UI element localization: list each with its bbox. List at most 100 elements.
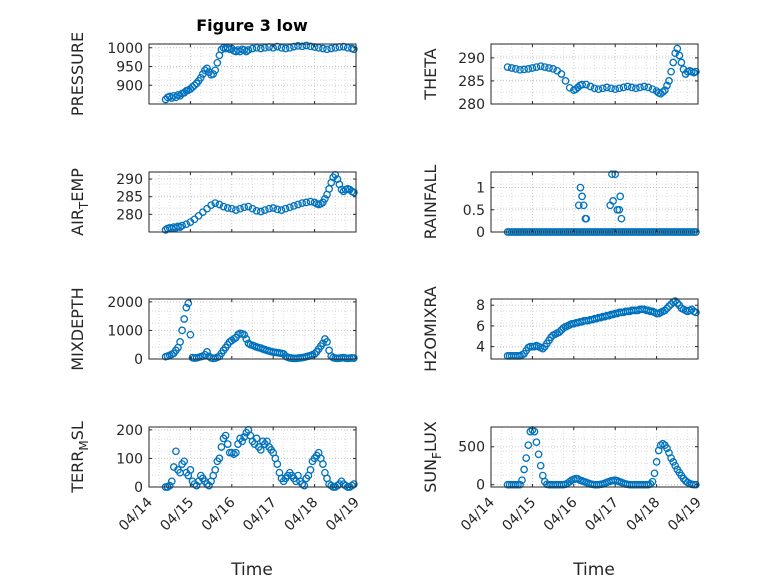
axes-box bbox=[148, 171, 357, 233]
data-point bbox=[242, 335, 251, 343]
ytick-label: 200 bbox=[116, 423, 143, 439]
data-point bbox=[658, 88, 667, 96]
data-point bbox=[230, 450, 238, 458]
data-point bbox=[611, 170, 620, 179]
data-point bbox=[503, 63, 512, 71]
data-point bbox=[636, 83, 644, 92]
data-point bbox=[223, 204, 232, 212]
ytick-label: 950 bbox=[116, 60, 143, 76]
ylabel: PRESSURE bbox=[68, 32, 87, 116]
data-point bbox=[285, 43, 294, 52]
data-point bbox=[323, 338, 331, 346]
data-point bbox=[180, 457, 189, 466]
data-point bbox=[319, 339, 327, 348]
data-point bbox=[300, 481, 309, 490]
data-point bbox=[201, 66, 209, 75]
ytick-label: 280 bbox=[458, 97, 485, 113]
ytick-label: 900 bbox=[116, 78, 143, 94]
ylabel: MIXDEPTH bbox=[68, 287, 87, 370]
data-point bbox=[205, 481, 213, 490]
data-point bbox=[619, 83, 628, 92]
data-point bbox=[172, 93, 180, 102]
ylabel-main: AIR bbox=[68, 209, 87, 236]
data-point bbox=[306, 42, 315, 51]
data-point bbox=[232, 448, 240, 457]
axes-box bbox=[490, 298, 699, 360]
ylabel: H2OMIXRA bbox=[421, 286, 440, 372]
data-point bbox=[615, 84, 624, 93]
data-point bbox=[232, 206, 240, 214]
data-point bbox=[176, 223, 184, 231]
data-point bbox=[302, 41, 311, 50]
xlabel-left: Time bbox=[230, 560, 273, 580]
ylabel: SUNFLUX bbox=[421, 421, 444, 493]
data-point bbox=[298, 199, 307, 207]
data-point bbox=[277, 206, 286, 214]
ylabel: TERRMSL bbox=[68, 421, 91, 494]
data-point bbox=[677, 58, 686, 67]
ytick-label: 0 bbox=[134, 352, 143, 368]
subplot-6: 4 6 8 H2OMIXRA bbox=[421, 286, 700, 372]
ytick-label: 100 bbox=[116, 451, 143, 467]
data-point bbox=[555, 328, 564, 336]
data-point bbox=[203, 348, 211, 356]
data-point bbox=[611, 85, 620, 94]
ylabel-main: H2OMIXRA bbox=[421, 286, 440, 372]
data-point bbox=[190, 81, 199, 90]
data-point bbox=[536, 62, 545, 71]
data-point bbox=[692, 67, 700, 76]
figure-title: Figure 3 low bbox=[196, 16, 308, 35]
data-point bbox=[244, 339, 253, 348]
data-point bbox=[640, 82, 649, 91]
ylabel-main: THETA bbox=[421, 48, 440, 100]
data-point bbox=[327, 44, 336, 53]
data-point bbox=[172, 447, 180, 456]
data-point bbox=[617, 214, 626, 223]
data-point bbox=[520, 65, 528, 74]
data-point bbox=[616, 192, 625, 201]
data-point bbox=[294, 200, 302, 209]
data-point bbox=[661, 86, 669, 95]
ytick-label: 4 bbox=[476, 340, 485, 356]
ytick-label: 0 bbox=[476, 225, 485, 241]
subplot-4: 0 0.5 1 RAINFALL bbox=[421, 165, 700, 241]
ytick-label: 1000 bbox=[107, 41, 143, 57]
data-point bbox=[671, 461, 680, 470]
axes-box bbox=[148, 426, 357, 488]
data-point bbox=[532, 63, 541, 71]
ylabel-main: RAINFALL bbox=[421, 165, 440, 240]
data-point bbox=[269, 204, 278, 212]
data-point bbox=[574, 201, 583, 210]
ylabel-rest: EMP bbox=[68, 168, 87, 202]
data-point bbox=[281, 44, 290, 53]
data-point bbox=[196, 73, 205, 82]
data-point bbox=[534, 450, 543, 459]
ylabel: RAINFALL bbox=[421, 165, 440, 240]
data-point bbox=[302, 198, 311, 207]
data-point bbox=[221, 431, 230, 440]
data-point bbox=[538, 344, 547, 353]
axes-box bbox=[148, 43, 357, 105]
data-point bbox=[319, 460, 327, 468]
data-point bbox=[256, 207, 265, 216]
data-point bbox=[350, 45, 358, 54]
data-point bbox=[252, 206, 261, 215]
data-point bbox=[314, 43, 323, 52]
data-point bbox=[532, 438, 541, 447]
ylabel: THETA bbox=[421, 48, 440, 100]
data-point bbox=[669, 58, 678, 67]
data-point bbox=[530, 427, 539, 436]
data-point bbox=[215, 200, 224, 209]
axes-box bbox=[490, 426, 699, 488]
ytick-label: 500 bbox=[458, 440, 485, 456]
data-point bbox=[549, 65, 557, 73]
ylabel-main: PRESSURE bbox=[68, 32, 87, 116]
axes-box bbox=[490, 171, 699, 233]
data-point bbox=[223, 43, 232, 52]
data-point bbox=[331, 43, 340, 52]
data-point bbox=[609, 197, 617, 205]
data-point bbox=[603, 83, 611, 92]
series-markers bbox=[161, 41, 358, 104]
data-point bbox=[167, 477, 176, 486]
